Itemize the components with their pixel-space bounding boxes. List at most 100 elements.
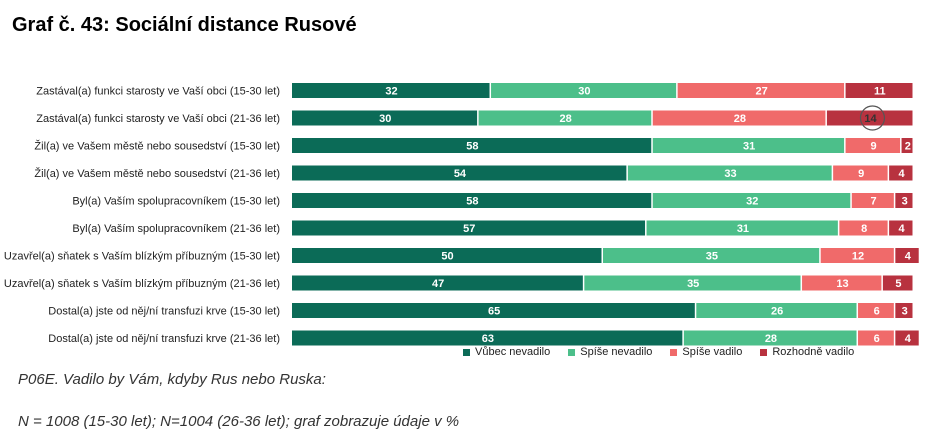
data-label: 58 [466,196,478,208]
data-label: 30 [578,86,590,98]
bar-segment [652,110,826,126]
legend-label: Vůbec nevadilo [475,346,551,358]
data-label: 4 [905,251,912,263]
legend-swatch [568,348,576,356]
legend-swatch [463,348,470,356]
data-label: 6 [874,333,880,345]
legend-label: Spíše vadilo [682,346,743,358]
bar-segment [292,330,683,346]
bar-segment [882,275,913,291]
sample-note: N = 1008 (15-30 let); N=1004 (26-36 let)… [18,413,460,430]
data-label: 32 [746,196,758,208]
bar-segment [292,275,583,291]
bar-segment [646,220,838,236]
bar-segment [895,248,919,263]
data-label: 8 [861,223,867,235]
bar-segment [491,83,677,98]
data-label: 9 [871,141,877,153]
data-label: 31 [737,223,749,235]
data-label: 26 [771,306,783,318]
category-label: Zastával(a) funkci starosty ve Vaší obci… [36,113,280,125]
question-note: P06E. Vadilo by Vám, kdyby Rus nebo Rusk… [18,371,326,388]
data-label: 14 [864,113,877,125]
bar-segment [696,303,857,318]
data-label: 57 [463,223,475,235]
data-label: 47 [432,278,444,290]
data-label: 31 [743,141,755,153]
legend-label: Rozhodně vadilo [772,346,855,358]
data-label: 58 [466,141,478,153]
data-label: 28 [765,333,777,345]
bar-segment [683,330,857,346]
bar-segment [889,220,913,236]
data-label: 3 [902,306,908,318]
category-label: Uzavřel(a) sňatek s Vaším blízkým příbuz… [4,251,280,263]
bar-segment [820,248,894,263]
bar-segment [292,248,602,263]
bar-segment [845,138,901,153]
data-label: 4 [898,223,905,235]
bar-segment [292,138,652,153]
bar-segment [677,83,845,98]
data-label: 4 [905,333,912,345]
data-label: 54 [454,168,467,180]
bar-segment [478,110,652,126]
bar-segment [851,193,894,208]
highlight-circle [859,105,886,131]
bar-segment [652,193,851,208]
legend-item: Rozhodně vadilo [760,346,854,358]
legend-item: Vůbec nevadilo [463,346,550,358]
page-title: Graf č. 43: Sociální distance Rusové [12,14,357,36]
category-label: Byl(a) Vaším spolupracovníkem (21-36 let… [72,223,280,235]
data-label: 35 [687,278,699,290]
data-label: 33 [724,168,736,180]
bar-segment [652,138,845,153]
data-label: 35 [706,251,718,263]
bar-segment [858,303,894,318]
chart-legend: Vůbec nevadilo Spíše nevadilo Spíše vadilo… [463,346,854,358]
category-label: Dostal(a) jste od něj/ní transfuzi krve … [48,333,280,345]
legend-label: Spíše nevadilo [580,346,653,358]
category-label: Byl(a) Vaším spolupracovníkem (15-30 let… [72,196,280,208]
data-label: 65 [488,306,500,318]
data-label: 7 [871,196,877,208]
bar-segment [895,303,913,318]
data-label: 3 [902,196,908,208]
bar-segment [292,110,478,126]
bar-segment [292,220,646,236]
legend-item: Spíše nevadilo [568,346,652,358]
data-label: 63 [482,333,494,345]
bar-segment [292,165,627,181]
bar-segment [627,165,832,181]
data-label: 4 [898,168,905,180]
category-label: Uzavřel(a) sňatek s Vaším blízkým příbuz… [4,278,280,290]
data-label: 13 [836,278,848,290]
bar-segment [839,220,888,236]
data-label: 32 [385,86,397,98]
bar-segment [802,275,882,291]
bar-segment [845,83,913,98]
data-label: 30 [379,113,391,125]
bar-segment [603,248,820,263]
legend-swatch [760,348,768,356]
bar-segment [584,275,801,291]
bar-segment [901,138,913,153]
category-label: Zastával(a) funkci starosty ve Vaší obci… [36,86,280,98]
legend-swatch [670,348,678,356]
data-label: 6 [874,306,880,318]
category-label: Dostal(a) jste od něj/ní transfuzi krve … [48,306,280,318]
data-label: 2 [905,141,911,153]
data-label: 11 [874,86,886,98]
data-label: 9 [858,168,864,180]
legend-item: Spíše vadilo [670,346,742,358]
bar-segment [833,165,888,181]
bar-segment [895,193,913,208]
bar-segment [292,193,652,208]
bar-segment [895,330,919,346]
data-label: 5 [895,278,901,290]
bar-segment [889,165,913,181]
bar-segment [826,110,913,126]
data-label: 27 [755,86,767,98]
data-label: 50 [441,251,453,263]
